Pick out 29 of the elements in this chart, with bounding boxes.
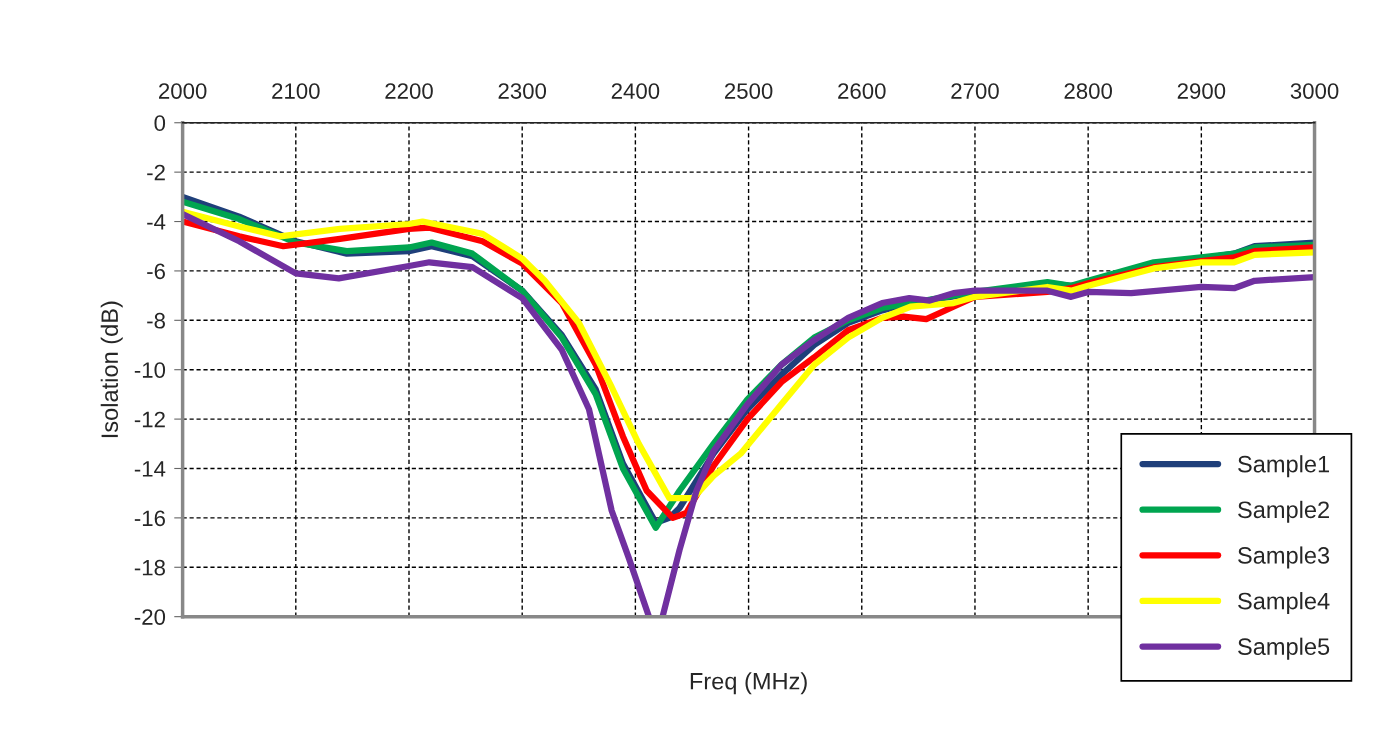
y-tick-label: -6 — [147, 263, 165, 280]
y-tick-label: -2 — [147, 164, 165, 181]
y-tick-label: 0 — [154, 115, 166, 132]
y-tick-label: -12 — [134, 411, 165, 428]
legend-label: Sample3 — [1238, 546, 1330, 569]
x-tick-label: 2200 — [385, 83, 433, 99]
x-tick-label: 2900 — [1177, 83, 1226, 99]
y-axis-title: Isolation (dB) — [100, 301, 123, 438]
y-tick-label: -20 — [134, 609, 166, 625]
x-axis-title: Freq (MHz) — [690, 672, 807, 695]
legend-label: Sample5 — [1238, 637, 1330, 660]
y-tick-label: -14 — [134, 461, 166, 477]
x-tick-label: 2500 — [724, 83, 773, 99]
x-tick-label: 2100 — [272, 83, 320, 99]
y-tick-label: -18 — [134, 559, 165, 576]
legend-label: Sample2 — [1238, 500, 1329, 523]
legend-label: Sample4 — [1238, 592, 1330, 615]
x-tick-label: 3000 — [1290, 83, 1339, 99]
y-tick-label: -8 — [147, 312, 165, 329]
y-tick-label: -16 — [134, 510, 165, 527]
x-tick-label: 2800 — [1064, 83, 1113, 99]
x-tick-label: 2300 — [498, 83, 547, 99]
x-tick-label: 2400 — [611, 83, 660, 99]
legend-label: Sample1 — [1238, 455, 1330, 478]
x-tick-label: 2700 — [951, 83, 999, 99]
x-tick-label: 2000 — [159, 83, 207, 99]
x-tick-label: 2600 — [838, 83, 886, 99]
y-tick-label: -4 — [147, 214, 166, 230]
y-tick-label: -10 — [134, 362, 166, 378]
